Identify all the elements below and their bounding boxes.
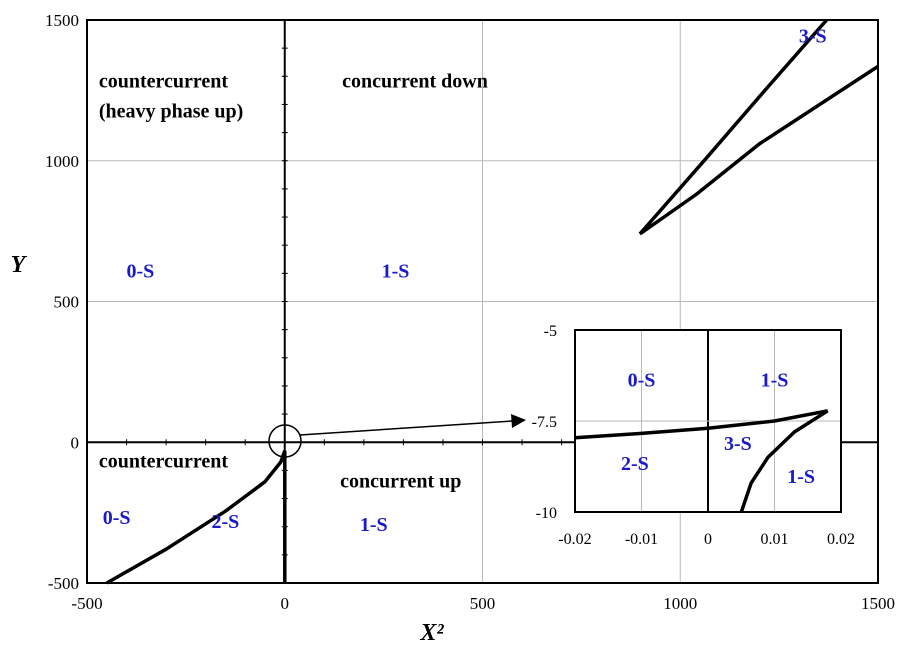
zoom-arrow-head (511, 414, 526, 428)
main-x-tick-label: 500 (470, 594, 496, 613)
inset-y-tick-label: -10 (536, 505, 557, 522)
main-state-label: 0-S (103, 507, 131, 529)
inset-boundary-line-1 (574, 409, 829, 440)
inset-boundary-line-2 (739, 409, 829, 513)
main-boundary-line-4 (638, 64, 879, 236)
inset-state-label: 3-S (724, 433, 752, 455)
main-state-label: 3-S (799, 26, 827, 48)
main-boundary-line-3 (638, 18, 828, 236)
main-x-tick-label: 1500 (861, 594, 895, 613)
main-boundary-line-1 (105, 450, 287, 585)
main-x-tick-label: 1000 (663, 594, 697, 613)
inset-x-tick-label: -0.02 (558, 531, 591, 548)
main-state-label: 0-S (126, 261, 154, 283)
main-region-label: concurrent down (342, 71, 488, 93)
main-y-tick-label: 0 (71, 433, 80, 452)
inset-tick-labels: -0.02 -0.01 0 0.01 0.02 -10 -7.5 -5 (532, 323, 855, 548)
main-x-tick-label: -500 (71, 594, 102, 613)
main-region-label: concurrent up (340, 470, 461, 492)
main-y-tick-label: 500 (54, 293, 80, 312)
inset-y-tick-label: -5 (544, 323, 557, 340)
main-state-labels: 0-S 1-S 0-S 2-S 1-S 3-S (103, 26, 827, 536)
main-state-label: 1-S (382, 261, 410, 283)
inset-state-label: 1-S (761, 369, 789, 391)
inset-state-label: 2-S (621, 453, 649, 475)
y-axis-title: Y (11, 252, 28, 278)
inset-series-lines (574, 409, 829, 513)
x-axis-title: X² (419, 620, 444, 646)
main-y-tick-label: -500 (48, 574, 79, 593)
inset-y-tick-label: -7.5 (532, 414, 557, 431)
inset-state-label: 1-S (787, 466, 815, 488)
inset-x-tick-label: -0.01 (625, 531, 658, 548)
main-region-label: countercurrent (99, 71, 229, 93)
zoom-arrow (299, 420, 513, 436)
inset-state-label: 0-S (628, 369, 656, 391)
main-x-tick-label: 0 (281, 594, 290, 613)
inset-x-tick-label: 0 (704, 531, 712, 548)
inset-frame (574, 329, 842, 513)
main-state-label: 2-S (212, 511, 240, 533)
main-series-lines (105, 18, 879, 585)
main-y-tick-label: 1500 (45, 11, 79, 30)
main-tick-labels: -500 0 500 1000 1500 -500 0 500 1000 1500 (45, 11, 895, 613)
main-region-label: (heavy phase up) (99, 101, 243, 123)
main-state-label: 1-S (360, 514, 388, 536)
main-region-labels: countercurrent (heavy phase up) concurrent… (99, 71, 488, 493)
inset-state-labels: 0-S 1-S 3-S 2-S 1-S (621, 369, 815, 487)
main-plot-frame (86, 19, 879, 584)
zoom-circle (268, 424, 302, 458)
main-region-label: countercurrent (99, 451, 229, 473)
inset-x-tick-label: 0.02 (827, 531, 855, 548)
inset-x-tick-label: 0.01 (761, 531, 789, 548)
main-y-tick-label: 1000 (45, 152, 79, 171)
